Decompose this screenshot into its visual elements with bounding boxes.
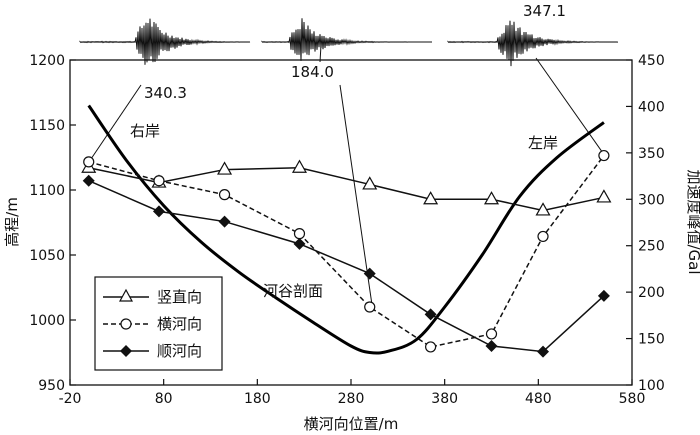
point-longitudinal	[218, 215, 231, 228]
y-right-axis-title: 加速度峰值/Gal	[685, 169, 700, 274]
point-vertical	[217, 161, 233, 175]
point-longitudinal	[293, 237, 306, 250]
y-left-tick-label: 1050	[29, 248, 65, 264]
waveform-trace	[447, 20, 619, 67]
legend: 竖直向 横河向 顺河向	[94, 276, 223, 371]
point-vertical	[362, 176, 378, 190]
point-vertical	[596, 189, 612, 203]
x-tick-label: 580	[619, 391, 646, 407]
y-right-tick-label: 100	[638, 378, 665, 394]
annotation-peak-middle: 184.0	[291, 63, 334, 81]
peak-callout-lines	[91, 44, 603, 304]
annotation-left-bank: 左岸	[528, 134, 558, 152]
y-right-tick-label: 450	[638, 53, 665, 69]
point-longitudinal	[537, 345, 550, 358]
waveform-trace	[79, 18, 251, 65]
x-axis-title: 横河向位置/m	[304, 415, 399, 433]
x-axis-ticks: -20 80 180 280 380 480 580	[59, 379, 646, 407]
point-longitudinal	[82, 174, 95, 187]
y-right-axis-ticks: 100 150 200 250 300 350 400 450	[626, 53, 665, 394]
y-right-tick-label: 150	[638, 332, 665, 348]
point-transverse	[153, 175, 165, 187]
y-right-tick-label: 400	[638, 99, 665, 115]
point-transverse	[218, 189, 231, 201]
annotation-right-bank: 右岸	[130, 122, 160, 140]
point-longitudinal	[485, 340, 498, 352]
x-tick-label: 280	[338, 391, 365, 407]
annotation-peak-left: 347.1	[523, 2, 566, 20]
point-transverse	[364, 301, 376, 313]
point-transverse	[537, 230, 549, 243]
point-longitudinal	[424, 308, 437, 321]
callout-line-middle	[339, 84, 373, 304]
annotation-valley-profile: 河谷剖面	[263, 282, 323, 300]
callout-line-middle-top	[319, 44, 322, 63]
callout-line-left	[535, 57, 603, 152]
waveform-trace	[261, 18, 432, 61]
legend-label-vertical: 竖直向	[157, 288, 202, 306]
point-transverse	[293, 228, 306, 240]
x-tick-label: 380	[431, 391, 458, 407]
point-longitudinal	[363, 267, 376, 280]
y-left-axis-title: 高程/m	[3, 197, 21, 247]
x-tick-label: -20	[59, 391, 82, 407]
point-transverse	[485, 328, 498, 340]
annotation-peak-right: 340.3	[144, 84, 187, 102]
x-tick-label: 180	[244, 391, 271, 407]
point-transverse	[598, 149, 610, 162]
series-layer	[81, 104, 612, 358]
point-longitudinal	[152, 205, 165, 218]
legend-label-longitudinal: 顺河向	[157, 342, 202, 360]
x-tick-label: 480	[525, 391, 552, 407]
point-longitudinal	[597, 289, 610, 302]
point-vertical	[535, 202, 551, 216]
point-transverse	[83, 156, 95, 168]
point-transverse	[425, 341, 437, 353]
point-vertical	[423, 191, 439, 205]
y-right-tick-label: 200	[638, 285, 665, 301]
y-left-tick-label: 1100	[29, 183, 65, 199]
y-right-tick-label: 350	[638, 146, 665, 162]
point-vertical	[483, 191, 500, 205]
seismic-waveforms	[79, 18, 619, 67]
series-line-valley-profile	[87, 104, 605, 355]
callout-line-right	[91, 84, 142, 159]
y-left-tick-label: 950	[38, 378, 65, 394]
y-left-tick-label: 1000	[29, 313, 65, 329]
y-right-tick-label: 250	[638, 239, 665, 255]
y-right-tick-label: 300	[638, 192, 665, 208]
legend-label-transverse: 横河向	[157, 315, 202, 333]
y-left-tick-label: 1150	[29, 118, 65, 134]
y-left-axis-ticks: 950 1000 1050 1100 1150 1200	[29, 53, 76, 394]
point-vertical	[291, 159, 308, 173]
x-tick-label: 80	[155, 391, 173, 407]
y-left-tick-label: 1200	[29, 53, 65, 69]
